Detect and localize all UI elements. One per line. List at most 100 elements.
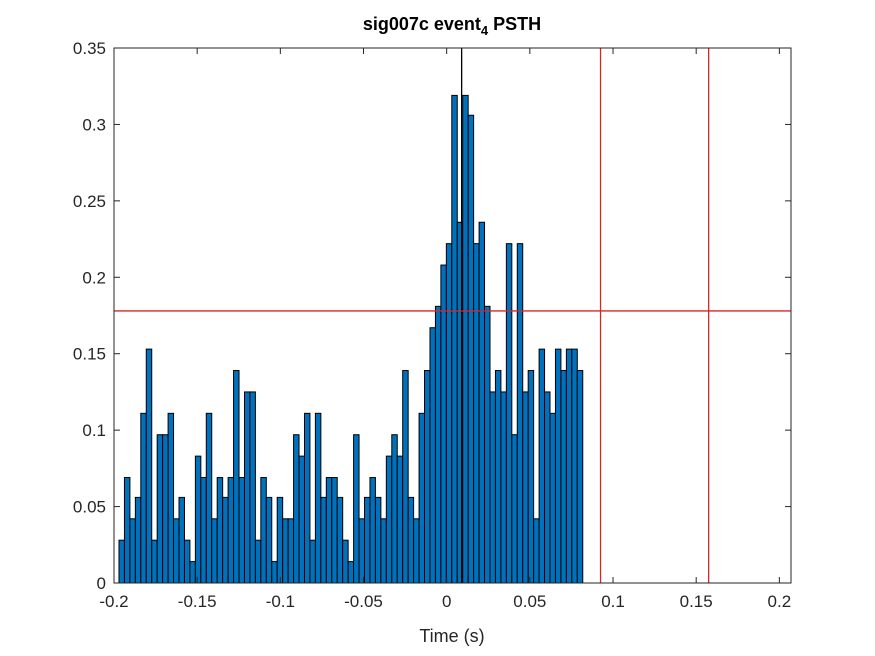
histogram-bar — [276, 496, 284, 584]
histogram-bar — [538, 348, 546, 584]
histogram-bar — [494, 370, 502, 584]
histogram-bar — [325, 477, 333, 584]
histogram-bar — [478, 221, 486, 584]
histogram-bar — [216, 477, 224, 584]
histogram-bar — [342, 539, 349, 584]
x-tick-label: 0.1 — [601, 592, 625, 611]
histogram-bar — [369, 477, 376, 584]
histogram-bar — [205, 412, 213, 584]
histogram-bar — [260, 477, 267, 584]
histogram-bar — [358, 518, 366, 584]
histogram-bar — [500, 391, 507, 584]
histogram-bar — [233, 370, 240, 584]
chart-title-subscript: 4 — [481, 23, 489, 38]
histogram-bar — [173, 518, 180, 584]
histogram-bar — [287, 518, 295, 584]
histogram-bar — [314, 412, 322, 584]
reference-lines — [114, 48, 791, 583]
histogram-bar — [554, 348, 562, 584]
histogram-bar — [391, 434, 398, 584]
histogram-bar — [440, 264, 447, 584]
x-tick-label: 0.15 — [680, 592, 713, 611]
histogram-bar — [123, 477, 131, 584]
histogram-bar — [238, 477, 245, 584]
histogram-bar — [200, 477, 207, 584]
histogram-bar — [396, 455, 404, 584]
histogram-bar — [451, 94, 458, 584]
x-tick-label: -0.15 — [178, 592, 217, 611]
histogram-bar — [331, 477, 338, 584]
histogram-bar — [473, 243, 480, 584]
y-tick-label: 0.1 — [82, 421, 106, 440]
histogram-bar — [385, 455, 393, 584]
histogram-bar — [194, 455, 202, 584]
histogram-bar — [347, 561, 355, 584]
histogram-bar — [178, 496, 185, 584]
histogram-bar — [418, 412, 426, 584]
histogram-bar — [565, 348, 573, 584]
histogram-bar — [511, 434, 518, 584]
histogram-bar — [445, 243, 453, 584]
histogram-bar — [254, 539, 262, 584]
x-tick-label: -0.05 — [344, 592, 383, 611]
histogram-bar — [522, 391, 529, 584]
chart-title: sig007c event4 PSTH — [363, 14, 541, 38]
histogram-bar — [162, 434, 169, 584]
y-tick-label: 0.15 — [73, 345, 106, 364]
histogram-bar — [320, 496, 327, 584]
histogram-bar — [298, 455, 306, 584]
x-axis-label: Time (s) — [419, 626, 484, 646]
histogram-bar — [293, 434, 300, 584]
histogram-bar — [462, 94, 469, 584]
histogram-bar — [576, 370, 584, 584]
histogram-bar — [140, 412, 147, 584]
histogram-bar — [211, 518, 218, 584]
histogram-bar — [544, 391, 551, 584]
x-tick-label: 0.2 — [768, 592, 792, 611]
histogram-bar — [424, 370, 431, 584]
histogram-bar — [353, 434, 360, 584]
histogram-bar — [227, 477, 235, 584]
histogram-bar — [303, 412, 311, 584]
histogram-bar — [222, 496, 229, 584]
histogram-bar — [309, 539, 316, 584]
histogram-bar — [189, 561, 196, 584]
x-tick-label: -0.2 — [99, 592, 128, 611]
histogram-bar — [364, 496, 371, 584]
histogram-bar — [374, 496, 382, 584]
chart-title-suffix: PSTH — [488, 14, 541, 34]
histogram-bar — [156, 434, 164, 584]
histogram-bar — [145, 348, 153, 584]
histogram-bar — [571, 348, 578, 584]
axis-ticks: -0.2 -0.15 -0.1 -0.05 0 0.05 0.1 0.15 0.2 0 0.05 0.… — [73, 39, 791, 611]
histogram-bar — [282, 518, 289, 584]
y-tick-label: 0 — [97, 574, 106, 593]
histogram-bar — [134, 496, 142, 584]
histogram-bar — [560, 370, 567, 584]
histogram-bar — [527, 370, 535, 584]
y-tick-label: 0.35 — [73, 39, 106, 58]
histogram-bar — [429, 327, 436, 584]
histogram-bar — [118, 539, 125, 584]
axes-frame — [113, 47, 792, 584]
histogram-bar — [484, 305, 491, 584]
x-tick-label: 0.05 — [513, 592, 546, 611]
histogram-bar — [413, 518, 420, 584]
histogram-bar — [336, 496, 344, 584]
chart-title-main: sig007c event — [363, 14, 481, 34]
y-tick-label: 0.2 — [82, 268, 106, 287]
histogram-bar — [467, 114, 475, 584]
y-tick-label: 0.3 — [82, 115, 106, 134]
histogram-bar — [489, 391, 496, 584]
y-tick-label: 0.25 — [73, 192, 106, 211]
histogram-bar — [402, 370, 409, 584]
histogram-bar — [505, 243, 513, 584]
histogram-bar — [183, 539, 191, 584]
histogram-bar — [434, 305, 442, 584]
histogram-bar — [549, 412, 556, 584]
histogram-bar — [151, 539, 158, 584]
histogram-bar — [167, 412, 175, 584]
x-tick-label: -0.1 — [266, 592, 295, 611]
histogram-bar — [380, 518, 387, 584]
